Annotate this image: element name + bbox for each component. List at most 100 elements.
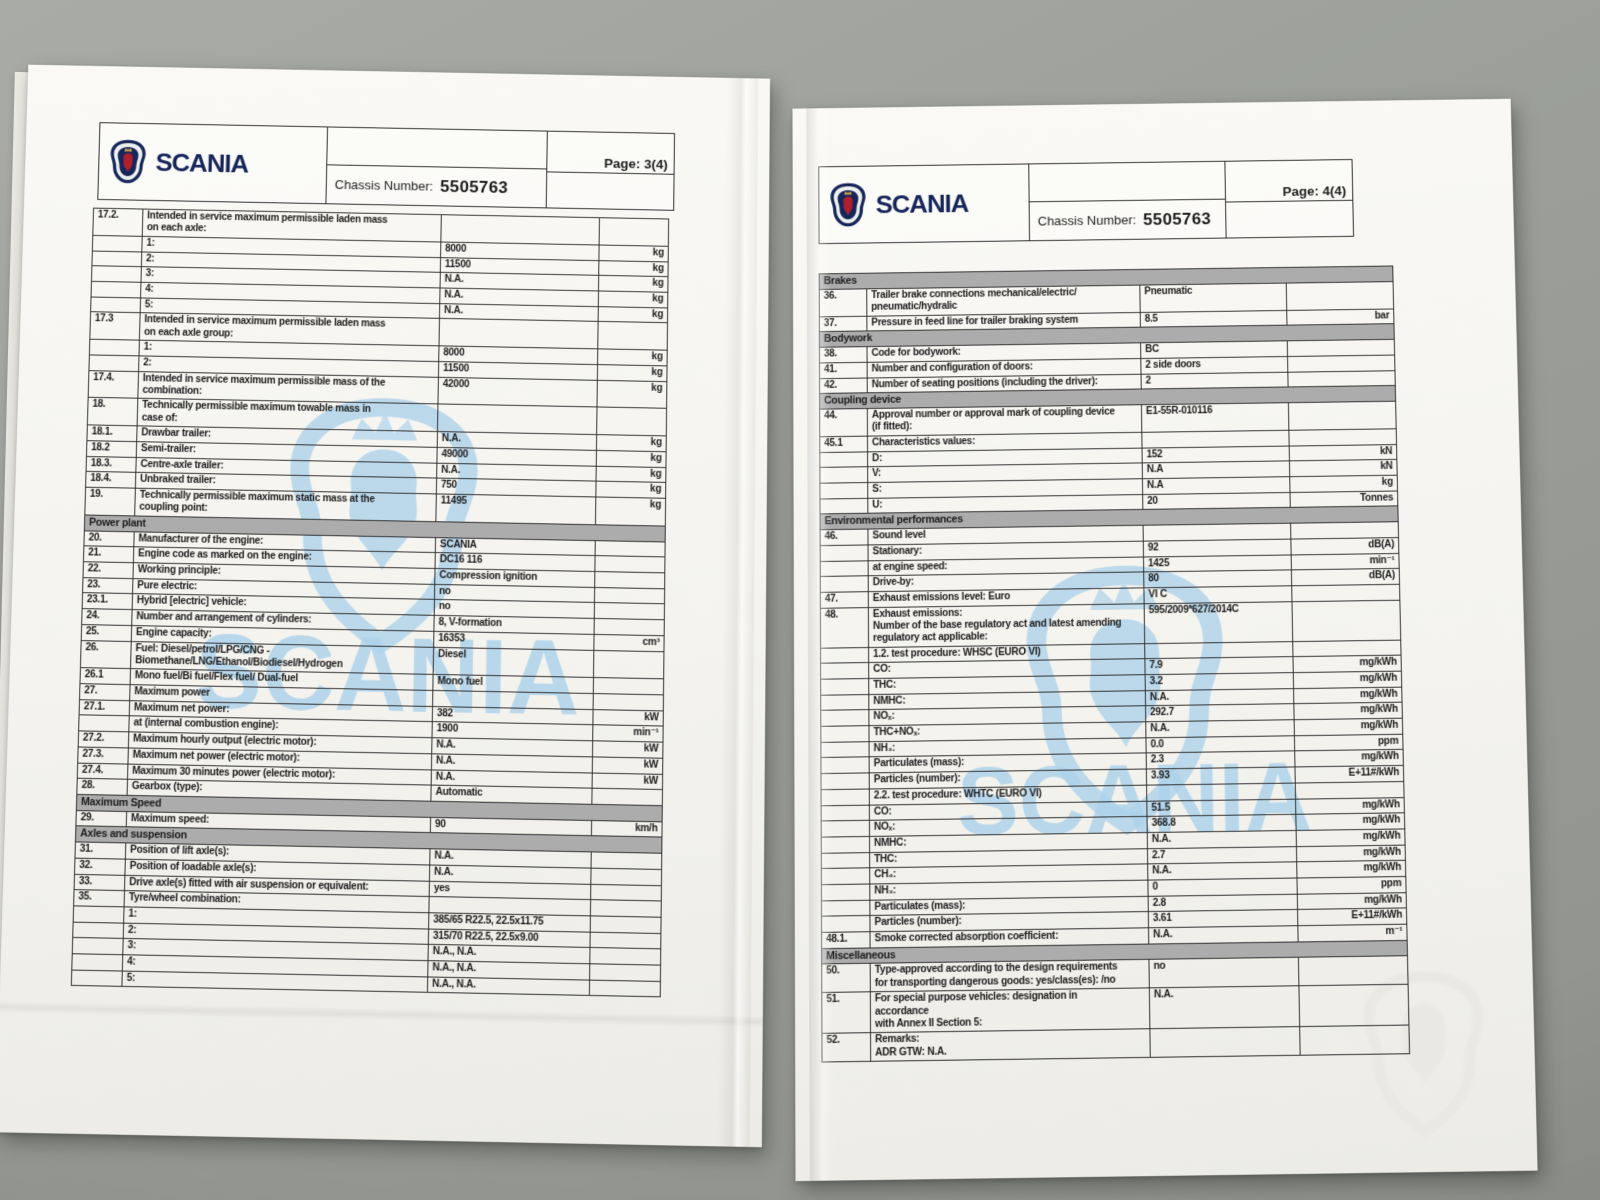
item-unit (593, 649, 664, 680)
item-number: 27.2. (78, 731, 129, 748)
item-unit: ppm (1296, 876, 1407, 894)
item-unit: kg (595, 481, 666, 499)
spec-table-page-4: Brakes 36. Trailer brake connections mecha… (819, 265, 1410, 1063)
item-value: 595/2009*627/2014C (1144, 601, 1293, 644)
embossed-griffin-icon (1347, 966, 1503, 1140)
item-number (821, 804, 870, 822)
item-number: 17.3 (89, 312, 141, 341)
item-unit: mg/kWh (1293, 671, 1402, 689)
item-unit: dB(A) (1291, 568, 1400, 586)
spec-sheet-page-3: SCANIA SCANIA Chassis Number: 5505763 (0, 64, 771, 1148)
item-description: Exhaust emissions: Number of the base re… (868, 603, 1145, 648)
item-value: 11495 (435, 493, 596, 525)
item-unit: dB(A) (1290, 537, 1399, 555)
item-unit: km/h (591, 820, 663, 838)
item-value (1149, 1027, 1301, 1058)
item-number: 18.3. (86, 456, 137, 473)
item-number (72, 921, 124, 939)
item-value: Pneumatic (1139, 282, 1287, 313)
paper-crease (0, 1000, 763, 1028)
item-unit (590, 899, 662, 918)
item-unit: kg (598, 290, 668, 308)
item-number (71, 969, 123, 987)
item-number (820, 647, 869, 664)
item-unit: mg/kWh (1296, 844, 1406, 863)
chassis-number-row: Chassis Number: 5505763 (1030, 200, 1226, 240)
item-number: 19. (84, 487, 136, 516)
item-description: For special purpose vehicles: designatio… (870, 988, 1150, 1034)
item-number (820, 678, 869, 695)
item-unit: kW (592, 740, 663, 759)
item-number: 42. (819, 377, 868, 394)
item-number (821, 852, 870, 869)
item-unit (590, 883, 662, 902)
item-number (821, 788, 870, 806)
item-number: 18.4. (85, 471, 136, 489)
item-value (437, 404, 597, 435)
chassis-number-value: 5505763 (439, 176, 509, 197)
item-description: Remarks: ADR GTW: N.A. (870, 1029, 1151, 1062)
item-unit: cm³ (593, 634, 665, 652)
item-number: 35. (73, 889, 125, 907)
item-unit: kg (595, 497, 666, 527)
header-empty-cell (1029, 161, 1226, 203)
item-unit: kg (596, 465, 666, 483)
chassis-number-label: Chassis Number: (334, 177, 434, 194)
item-unit (1288, 401, 1397, 431)
item-unit: kg (596, 450, 667, 468)
item-unit: kg (598, 244, 669, 262)
item-unit: kN (1289, 444, 1397, 462)
item-number (820, 709, 869, 727)
item-unit (599, 217, 669, 247)
item-unit: kg (598, 306, 668, 323)
item-unit (596, 407, 667, 437)
item-unit (1292, 639, 1402, 657)
item-unit: kN (1289, 459, 1398, 477)
page-number-label: Page: 4(4) (1225, 160, 1353, 203)
item-number: 48. (820, 607, 869, 648)
item-unit (594, 556, 665, 573)
item-unit: mg/kWh (1293, 686, 1403, 705)
header-right: Page: 3(4) (547, 131, 674, 210)
item-number (819, 466, 868, 484)
item-unit: kg (597, 364, 668, 382)
item-unit (1288, 428, 1397, 446)
item-unit (590, 915, 662, 934)
item-unit (597, 321, 668, 351)
header-middle: Chassis Number: 5505763 (1029, 161, 1227, 241)
item-unit: kg (596, 379, 667, 409)
item-unit (1290, 521, 1399, 539)
item-number: 27.1. (79, 699, 130, 717)
item-value: no (1148, 957, 1299, 989)
item-number: 45.1 (819, 436, 868, 453)
item-unit: E+11#/kWh (1297, 908, 1407, 926)
item-unit (589, 979, 661, 998)
item-number (91, 265, 142, 283)
item-number: 18. (87, 397, 138, 427)
item-unit (590, 868, 662, 886)
item-description: Type-approved according to the design re… (870, 959, 1150, 993)
item-unit (1287, 354, 1395, 372)
item-number: 36. (819, 288, 867, 317)
item-unit: mg/kWh (1297, 892, 1407, 910)
item-number: 41. (819, 362, 868, 379)
item-number (820, 544, 869, 562)
item-number: 22. (83, 561, 134, 579)
item-number (820, 575, 869, 593)
item-unit (1298, 956, 1409, 987)
item-number (78, 715, 130, 733)
item-number (819, 451, 868, 468)
item-number (90, 296, 141, 313)
item-number (89, 339, 140, 356)
item-number (819, 482, 868, 499)
item-number (92, 235, 143, 252)
item-number: 27.4. (77, 762, 128, 780)
item-number (72, 937, 124, 955)
item-unit: mg/kWh (1294, 749, 1404, 768)
item-number: 17.4. (88, 370, 139, 399)
item-unit: mg/kWh (1292, 655, 1402, 673)
item-unit (594, 602, 665, 620)
item-number (91, 250, 142, 267)
scania-logo: SCANIA (98, 123, 329, 204)
item-number (821, 868, 870, 885)
